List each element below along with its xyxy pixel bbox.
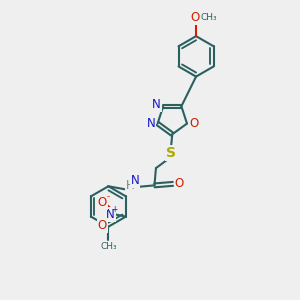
Text: O: O — [175, 177, 184, 190]
Text: H: H — [125, 178, 134, 192]
Text: +: + — [111, 205, 118, 214]
Text: O: O — [98, 219, 107, 232]
Text: N: N — [152, 98, 161, 111]
Text: O: O — [189, 117, 198, 130]
Text: -: - — [106, 192, 110, 201]
Text: N: N — [131, 174, 140, 187]
Text: O: O — [190, 11, 199, 24]
Text: N: N — [106, 208, 115, 221]
Text: O: O — [98, 196, 107, 209]
Text: CH₃: CH₃ — [100, 242, 117, 251]
Text: CH₃: CH₃ — [200, 13, 217, 22]
Text: N: N — [147, 117, 155, 130]
Text: S: S — [166, 146, 176, 160]
